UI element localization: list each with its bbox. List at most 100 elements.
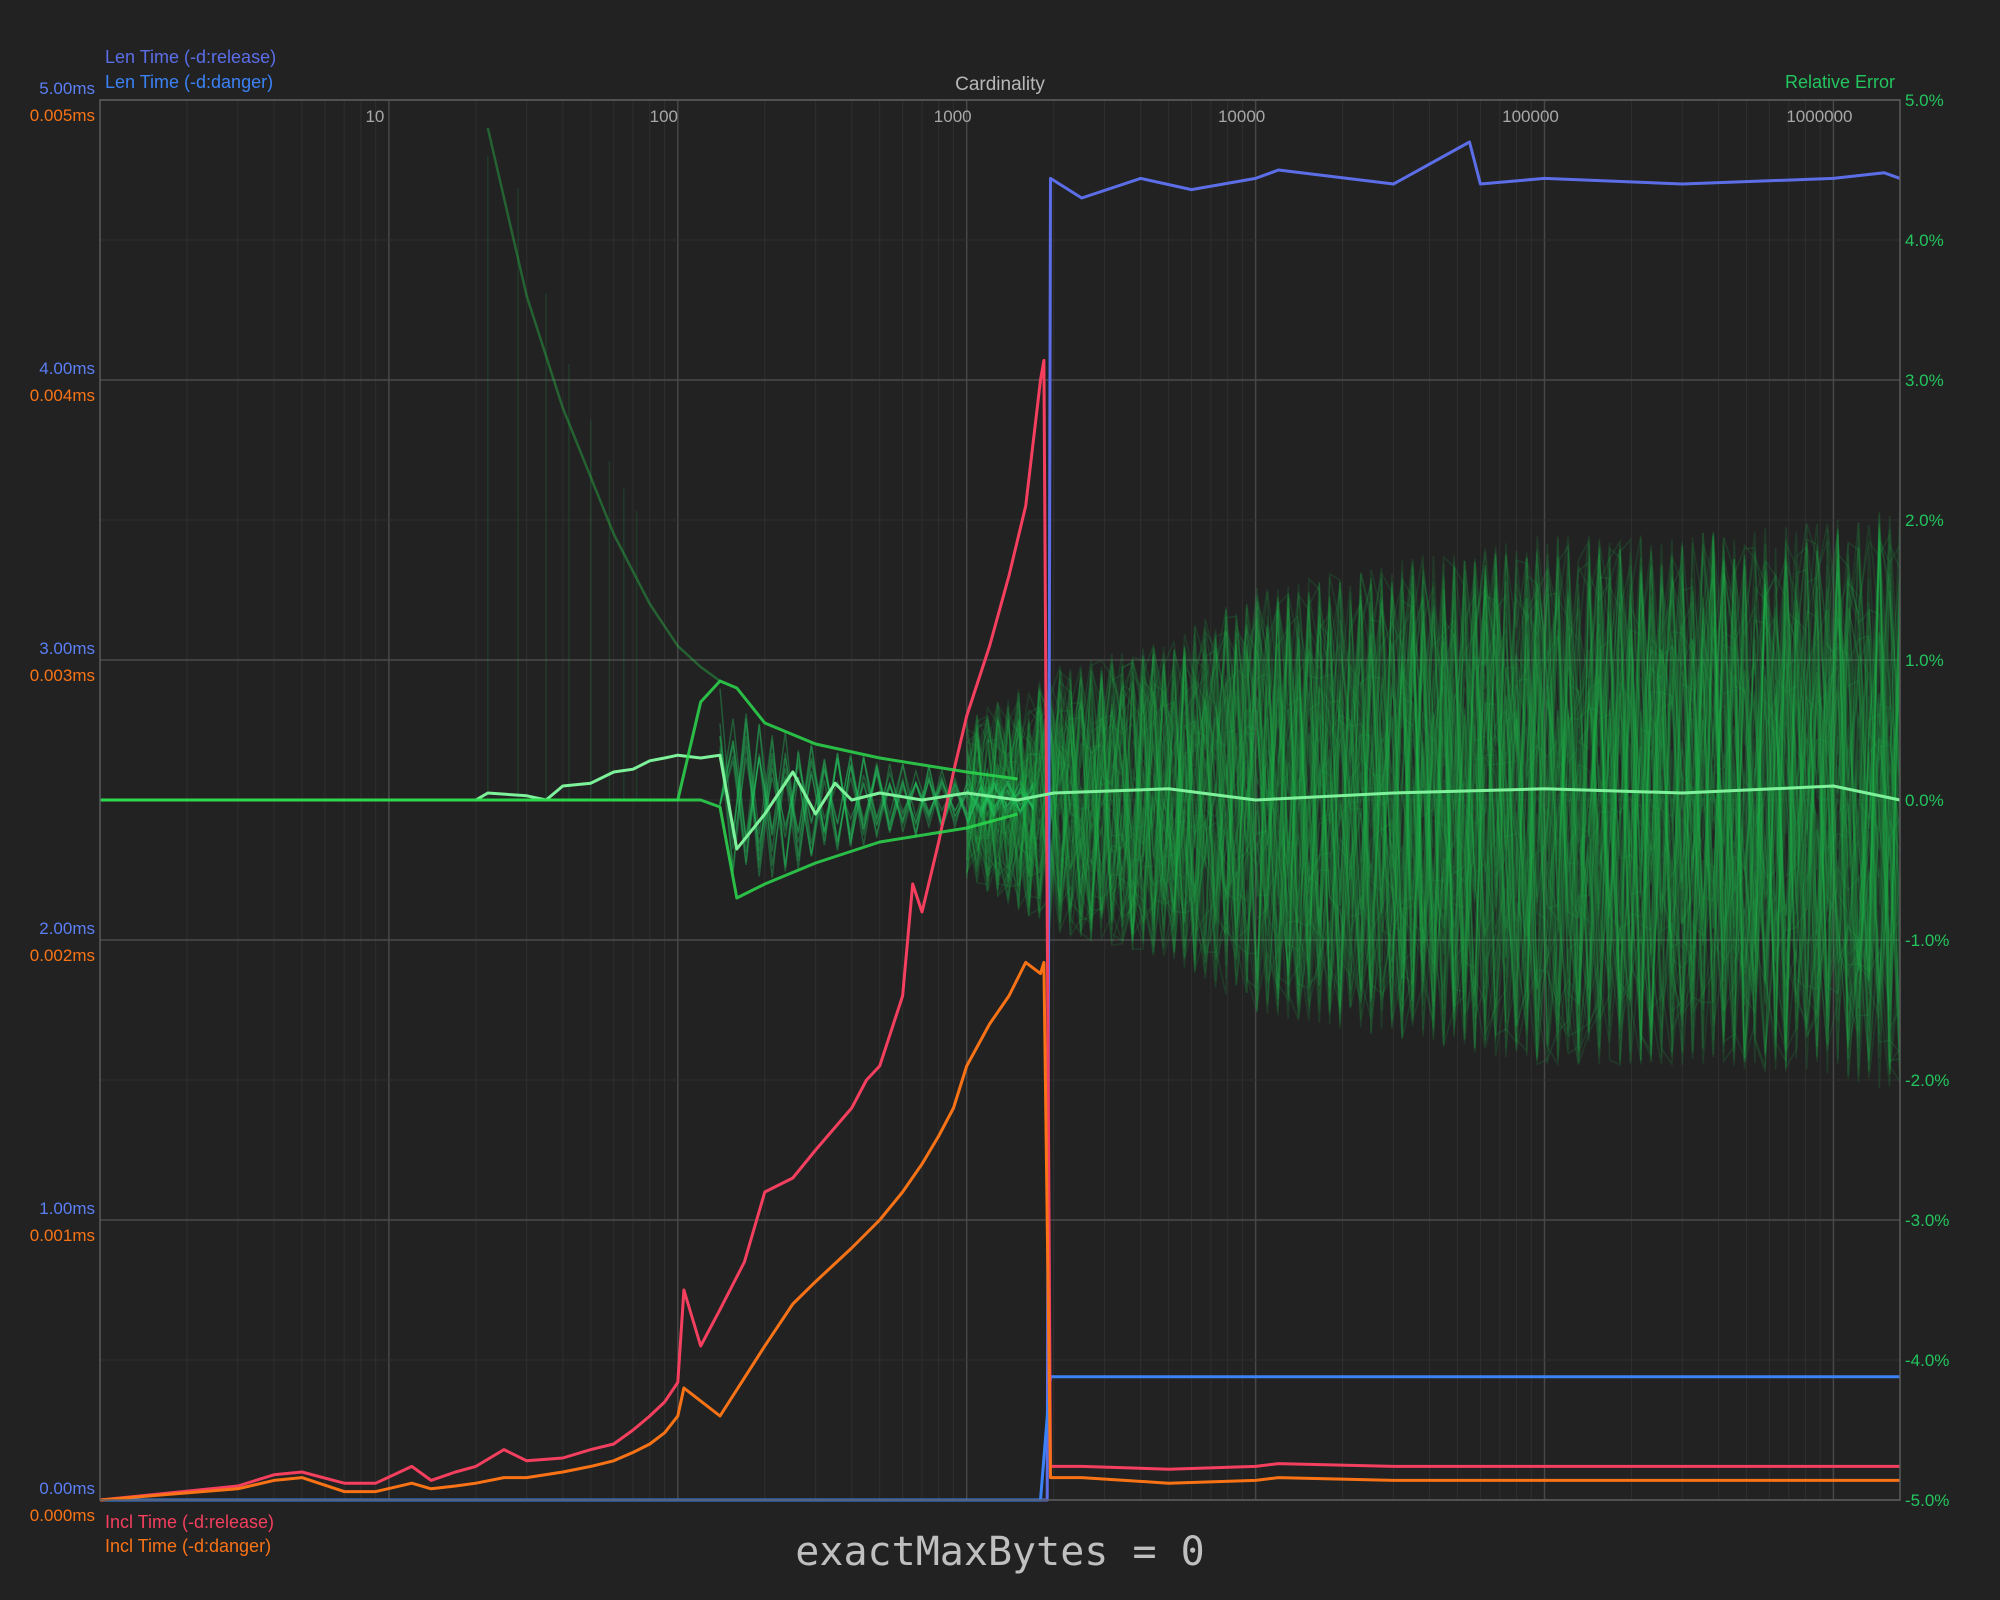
legend-incl-release: Incl Time (-d:release) (105, 1512, 274, 1532)
right-tick-label: 2.0% (1905, 511, 1944, 530)
trial-noise-line (965, 523, 1901, 1061)
trial-noise-line (965, 548, 1901, 1041)
trial-noise-line (965, 558, 1901, 1064)
right-tick-label: -2.0% (1905, 1071, 1949, 1090)
trial-zigzag-line (719, 723, 1034, 865)
trial-noise-line (965, 531, 1901, 1062)
right-tick-label: 0.0% (1905, 791, 1944, 810)
trial-noise-line (966, 546, 1901, 1066)
series-line-decay-curve (486, 127, 721, 683)
trial-noise-line (966, 554, 1901, 1061)
trial-zigzag-line (719, 723, 1034, 873)
trial-noise-line (965, 522, 1901, 1057)
trial-noise-line (965, 548, 1901, 1077)
trial-noise-line (966, 536, 1901, 1081)
trial-noise-line (965, 517, 1901, 1083)
trial-noise-line (965, 537, 1901, 1064)
trial-noise-line (965, 545, 1901, 1063)
trial-noise-line (965, 550, 1901, 1083)
trial-noise-line (965, 564, 1901, 1068)
trial-noise-line (966, 538, 1901, 1079)
trial-noise-line (965, 544, 1901, 1062)
trial-noise-line (965, 545, 1901, 1070)
x-tick-label: 100000 (1502, 107, 1559, 126)
trial-noise-line (965, 529, 1901, 1071)
trial-noise-line (965, 537, 1901, 1072)
left-tick-label-release: 3.00ms (39, 639, 95, 658)
left-tick-label-release: 2.00ms (39, 919, 95, 938)
trial-noise-line (965, 532, 1901, 1060)
trial-noise-line (965, 523, 1901, 1083)
trial-zigzag-line (719, 736, 1034, 849)
trial-noise-line (965, 531, 1901, 1065)
trial-noise-line (966, 524, 1901, 1074)
trial-noise (487, 156, 1901, 1089)
trial-noise-line (965, 550, 1901, 1062)
left-tick-label-release: 1.00ms (39, 1199, 95, 1218)
trial-noise-line (965, 543, 1901, 1053)
trial-noise-line (965, 547, 1901, 1072)
trial-noise-line (965, 508, 1901, 1056)
legend-incl-danger: Incl Time (-d:danger) (105, 1536, 271, 1556)
left-tick-label-danger: 0.002ms (30, 946, 95, 965)
trial-noise-line (965, 552, 1901, 1062)
trial-zigzag-line (719, 718, 1034, 845)
series-line-lower-envelope (100, 798, 1018, 900)
x-tick-label: 1000000 (1786, 107, 1852, 126)
right-tick-label: -4.0% (1905, 1351, 1949, 1370)
trial-zigzag-line (719, 713, 1034, 866)
trial-noise-line (965, 532, 1901, 1067)
trial-noise-line (965, 522, 1901, 1058)
right-tick-label: 1.0% (1905, 651, 1944, 670)
x-tick-label: 10000 (1218, 107, 1265, 126)
trial-zigzag-line (719, 723, 1034, 872)
legend-len-release: Len Time (-d:release) (105, 47, 276, 67)
trial-noise-line (965, 527, 1901, 1064)
trial-zigzag-line (719, 688, 1034, 868)
trial-noise-line (965, 514, 1901, 1047)
tick-labels: 10 100 1000 10000 100000 1000000 -5.0% -4.0% -3.… (30, 79, 1950, 1525)
trial-noise-line (965, 524, 1901, 1058)
trial-noise-line (965, 543, 1901, 1063)
trial-noise-line (965, 520, 1901, 1065)
left-tick-label-release: 4.00ms (39, 359, 95, 378)
trial-noise-line (966, 547, 1901, 1087)
trial-zigzag-line (719, 756, 1034, 878)
x-tick-label: 10 (365, 107, 384, 126)
trial-noise-line (965, 534, 1901, 1070)
trial-noise-line (965, 526, 1901, 1062)
right-tick-label: 5.0% (1905, 91, 1944, 110)
left-tick-label-danger: 0.003ms (30, 666, 95, 685)
plot-frame (99, 99, 1901, 1501)
legend-relative-error: Relative Error (1785, 72, 1895, 92)
trial-noise-line (965, 532, 1901, 1078)
x-tick-label: 100 (650, 107, 678, 126)
trial-noise-line (965, 535, 1901, 1062)
right-tick-label: 4.0% (1905, 231, 1944, 250)
trial-noise-line (965, 528, 1901, 1078)
left-tick-label-danger: 0.005ms (30, 106, 95, 125)
trial-noise-line (965, 538, 1901, 1064)
trial-noise-line (965, 539, 1901, 1053)
legend-len-danger: Len Time (-d:danger) (105, 72, 273, 92)
trial-noise-line (965, 539, 1901, 1048)
right-tick-label: -1.0% (1905, 931, 1949, 950)
left-tick-label-danger: 0.000ms (30, 1506, 95, 1525)
trial-noise-line (966, 561, 1901, 1067)
trial-zigzag-line (719, 745, 1034, 863)
trial-noise-line (965, 540, 1901, 1057)
trial-zigzag-line (719, 724, 1034, 869)
trial-noise-line (965, 549, 1901, 1060)
right-tick-label: -5.0% (1905, 1491, 1949, 1510)
trial-noise-line (966, 573, 1901, 1050)
chart-caption: exactMaxBytes = 0 (795, 1529, 1204, 1575)
trial-noise-line (965, 537, 1901, 1056)
trial-noise-line (965, 543, 1901, 1065)
series-line-mean (100, 753, 1901, 851)
right-tick-label: 3.0% (1905, 371, 1944, 390)
trial-noise-line (965, 530, 1901, 1068)
series (99, 127, 1901, 1502)
trial-zigzag-line (719, 736, 1034, 877)
trial-noise-line (966, 539, 1901, 1066)
